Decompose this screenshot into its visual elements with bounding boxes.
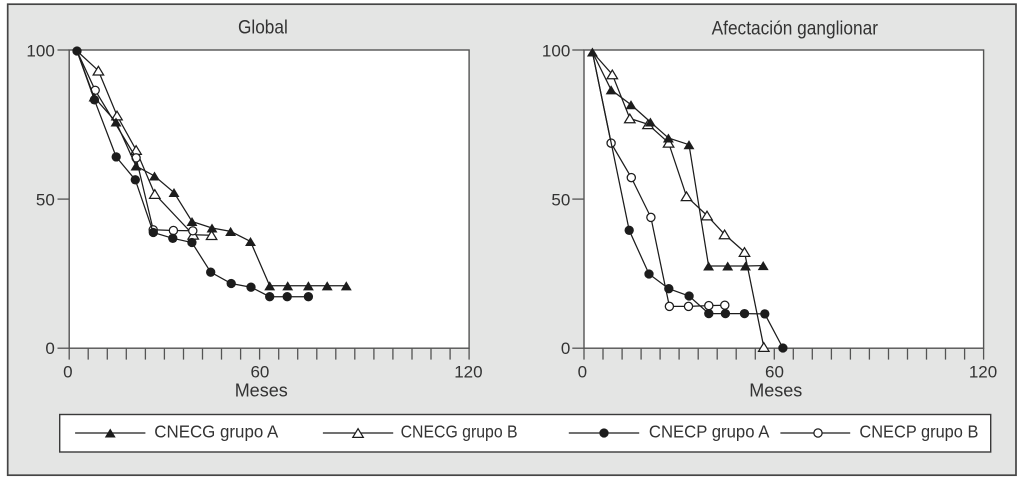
svg-text:CNECG grupo A: CNECG grupo A — [154, 422, 278, 442]
svg-text:0: 0 — [561, 339, 570, 358]
svg-text:0: 0 — [45, 339, 54, 358]
svg-text:Global: Global — [238, 17, 288, 39]
svg-text:60: 60 — [765, 362, 784, 381]
svg-text:50: 50 — [551, 190, 570, 209]
svg-text:Meses: Meses — [749, 381, 802, 401]
svg-text:CNECP grupo B: CNECP grupo B — [859, 422, 978, 442]
svg-text:CNECP grupo A: CNECP grupo A — [649, 422, 770, 442]
svg-text:50: 50 — [36, 190, 55, 209]
svg-text:0: 0 — [578, 362, 587, 381]
svg-text:100: 100 — [26, 42, 54, 61]
svg-text:120: 120 — [969, 362, 997, 381]
svg-text:Meses: Meses — [235, 381, 288, 401]
svg-text:0: 0 — [63, 362, 72, 381]
svg-text:CNECG grupo B: CNECG grupo B — [401, 422, 518, 442]
svg-text:Afectación ganglionar: Afectación ganglionar — [712, 18, 879, 39]
svg-text:60: 60 — [250, 362, 269, 381]
svg-text:100: 100 — [542, 42, 570, 61]
svg-text:120: 120 — [454, 362, 482, 381]
